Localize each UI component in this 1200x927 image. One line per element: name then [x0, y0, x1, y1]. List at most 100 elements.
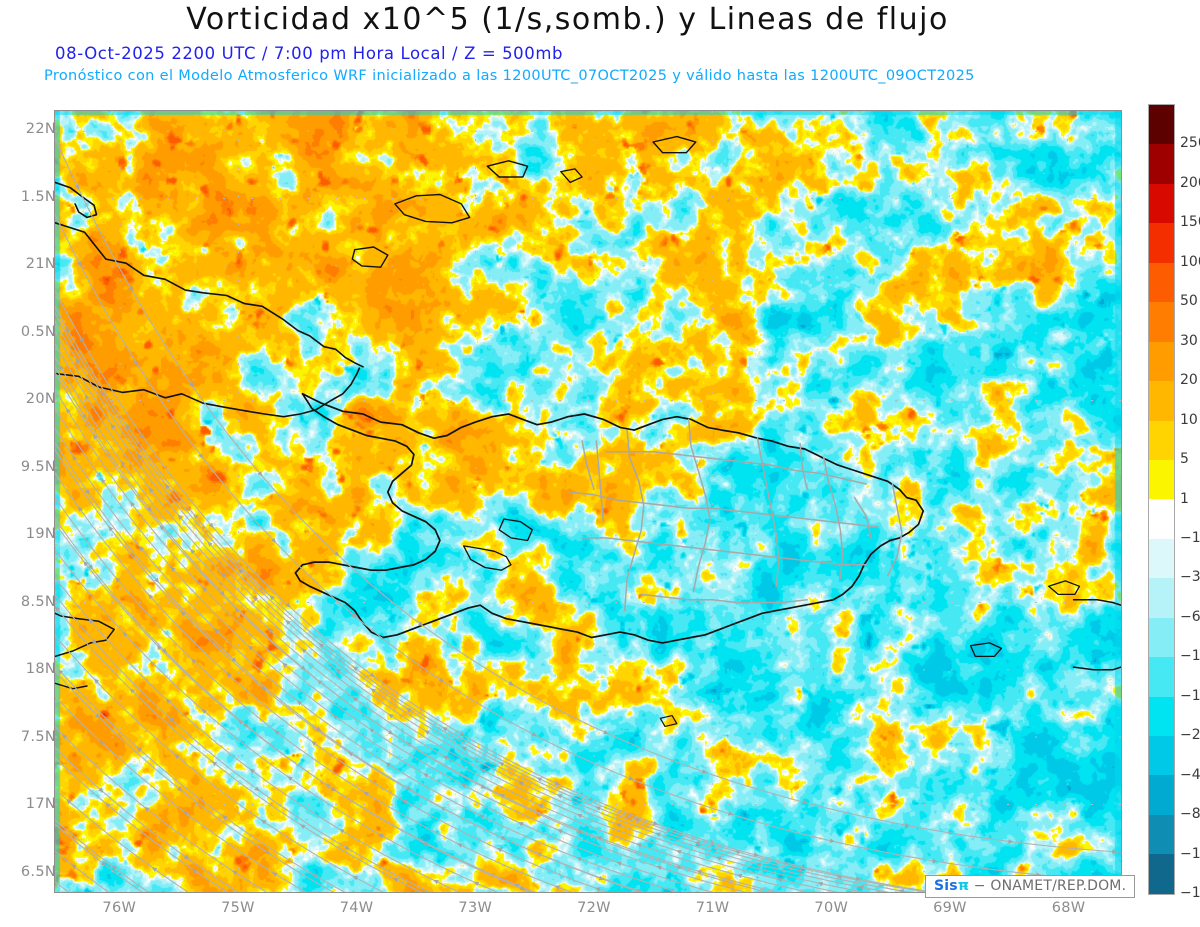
streamline-arrow [508, 680, 514, 686]
colorbar-tick-label: −6 [1180, 608, 1200, 625]
province-border [853, 496, 872, 539]
streamline-arrow [675, 849, 682, 855]
coastline-hispaniola [294, 392, 925, 644]
streamline-arrow [287, 776, 293, 781]
y-tick-label: 9.5N [20, 458, 56, 475]
y-tick-label: 1.5N [20, 188, 56, 205]
streamline-arrow [84, 394, 90, 400]
streamline-arrow [405, 785, 412, 791]
vorticity-shaded-field [55, 111, 1121, 892]
streamline-arrow [122, 631, 128, 637]
streamline-arrow [904, 822, 911, 828]
province-border [886, 483, 903, 577]
island-gonave [462, 545, 512, 571]
streamline-arrow [133, 360, 139, 366]
colorbar-band [1149, 657, 1174, 697]
colorbar[interactable] [1148, 104, 1175, 895]
streamline-arrow [137, 453, 143, 460]
streamline-arrow [300, 665, 306, 671]
streamline-arrow [615, 823, 622, 828]
province-border [569, 491, 879, 528]
streamline-arrow [254, 786, 260, 792]
streamline-arrow [301, 648, 307, 654]
map-overlay-layer [55, 111, 1121, 892]
streamline-arrow [264, 849, 271, 855]
streamline-arrow [202, 586, 208, 593]
streamline-arrow [144, 806, 150, 812]
streamline-arrow [332, 714, 339, 720]
streamline-arrow [221, 572, 227, 578]
streamline-arrow [282, 662, 288, 668]
streamline-arrow [675, 890, 682, 892]
streamline-arrow [634, 818, 640, 823]
streamline-arrow [81, 413, 87, 420]
streamline-arrow [424, 730, 431, 735]
streamline-arrow [130, 501, 135, 507]
streamline-arrow [83, 560, 89, 567]
streamline-arrow [603, 729, 609, 735]
province-border [687, 418, 711, 593]
streamline-arrow [479, 814, 485, 819]
colorbar-tick-label: 100 [1180, 253, 1200, 270]
colorbar-band [1149, 262, 1174, 303]
colorbar-tick-label: −120 [1180, 845, 1200, 862]
credit-organization: ONAMET/REP.DOM. [990, 878, 1127, 894]
streamline-arrow [1008, 839, 1014, 844]
streamline-arrow [257, 471, 263, 477]
colorbar-band [1149, 538, 1174, 579]
streamline [55, 823, 143, 892]
streamline-arrow [66, 799, 72, 805]
colorbar-band [1149, 183, 1174, 224]
streamline-group [55, 136, 1121, 892]
streamline-arrow [84, 489, 90, 495]
map-plot-area[interactable] [54, 110, 1122, 893]
streamline [55, 850, 110, 892]
streamline [55, 594, 431, 892]
streamline-arrow [616, 861, 622, 866]
streamline-arrow [1112, 849, 1118, 854]
streamline-arrow [93, 678, 100, 684]
streamline-arrow [128, 285, 133, 292]
streamline-arrow [628, 776, 634, 781]
colorbar-tick-label: 10 [1180, 411, 1198, 428]
streamline [55, 355, 810, 892]
colorbar-band [1149, 578, 1174, 618]
coastline-puerto-rico-north [1072, 599, 1121, 606]
streamline-arrow [139, 545, 145, 552]
streamline-arrow [858, 885, 864, 890]
colorbar-band [1149, 696, 1174, 736]
streamline-arrow [76, 261, 82, 267]
streamline-arrow [148, 593, 154, 600]
colorbar-tick-label: −1 [1180, 529, 1200, 546]
streamline-arrow [183, 854, 190, 860]
streamline [55, 289, 937, 892]
streamline-arrow [368, 728, 375, 734]
streamline-arrow [214, 628, 220, 634]
streamline-arrow [315, 726, 322, 732]
streamline-arrow [91, 639, 97, 645]
streamline-arrow [339, 828, 345, 834]
streamline-arrow [183, 810, 189, 816]
streamline [55, 136, 1121, 853]
colorbar-tick-label: −80 [1180, 806, 1200, 823]
streamline-arrow [193, 513, 199, 520]
province-border [756, 437, 780, 588]
streamline [55, 757, 229, 892]
streamline-arrow [932, 858, 938, 863]
streamline [55, 213, 1121, 883]
streamline-arrow [480, 784, 487, 789]
streamline-arrow [74, 184, 80, 190]
streamline-arrow [154, 577, 160, 584]
x-tick-label: 70W [814, 900, 849, 916]
province-border [640, 593, 808, 604]
x-tick-label: 68W [1051, 900, 1086, 916]
streamline-arrow [243, 722, 249, 728]
streamline-arrow [440, 807, 446, 812]
streamline-arrow [55, 547, 57, 549]
streamline-arrow [231, 657, 237, 663]
streamline-arrow [388, 713, 394, 719]
province-border [623, 429, 645, 612]
streamline-arrow [111, 865, 117, 871]
coastline-jamaica [55, 612, 115, 658]
streamline-arrow [352, 696, 358, 702]
